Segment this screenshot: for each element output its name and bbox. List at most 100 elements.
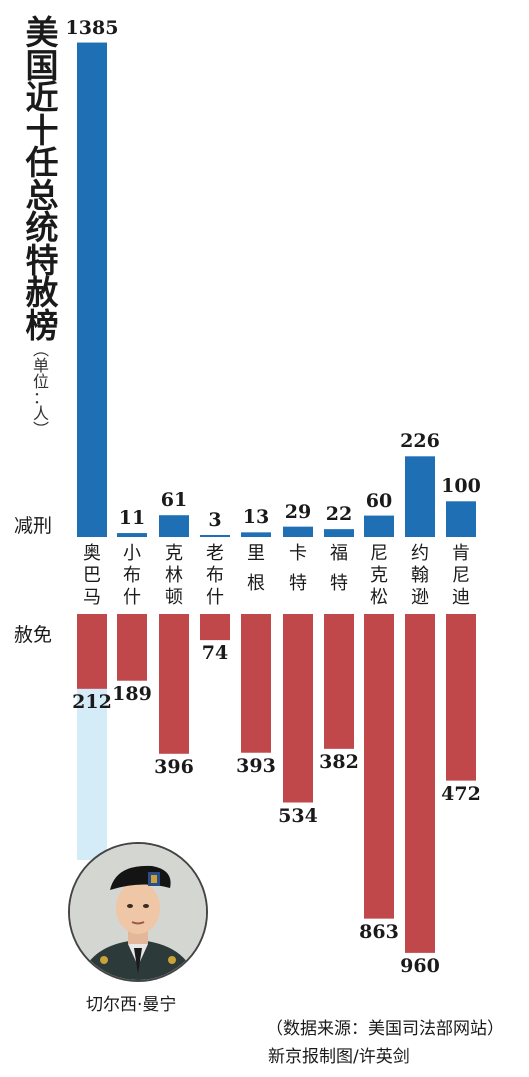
category-label: 约翰逊 <box>400 543 440 609</box>
bar-commutation <box>200 535 230 537</box>
bar-pardon <box>324 614 354 749</box>
title-char: 总 <box>25 175 59 215</box>
category-label-char: 逊 <box>411 587 429 608</box>
category-label-char: 什 <box>123 587 141 608</box>
category-label-char: 卡 <box>289 543 307 564</box>
category-label-char: 顿 <box>165 587 183 608</box>
category-label-char: 翰 <box>411 565 429 586</box>
bar-pardon <box>117 614 147 681</box>
bar-pardon <box>405 614 435 953</box>
category-label-char: 马 <box>83 587 101 608</box>
category-label-char: 迪 <box>452 587 470 608</box>
commutation-row-label: 减刑 <box>14 515 53 537</box>
value-label-pardon: 74 <box>201 642 229 665</box>
category-label: 老布什 <box>195 543 235 609</box>
category-label: 小布什 <box>112 543 152 609</box>
category-label-char: 克 <box>165 543 183 564</box>
value-label-commutation: 100 <box>441 475 481 498</box>
category-label: 卡特 <box>278 543 318 603</box>
unit-char: ： <box>32 388 49 407</box>
portrait-photo <box>68 842 208 982</box>
category-label-char: 布 <box>123 565 141 586</box>
bar-commutation <box>117 533 147 537</box>
bar-pardon <box>77 614 107 689</box>
category-label-char: 约 <box>411 543 429 564</box>
pardon-row-label: 赦免 <box>14 624 53 646</box>
category-label-char: 松 <box>370 587 388 608</box>
bar-pardon <box>364 614 394 919</box>
value-label-commutation: 22 <box>325 503 353 526</box>
bar-commutation <box>77 42 107 538</box>
value-label-pardon: 534 <box>278 804 318 827</box>
value-label-commutation: 60 <box>365 489 393 512</box>
graphic-credit: 新京报制图/许英剑 <box>268 1047 410 1067</box>
photo-caption: 切尔西·曼宁 <box>86 995 177 1015</box>
title-char: 统 <box>25 208 59 247</box>
value-label-commutation: 226 <box>400 430 440 453</box>
title-char: 国 <box>25 45 59 85</box>
title-char: 特 <box>25 240 59 280</box>
category-label-char: 特 <box>289 573 307 594</box>
category-label-char: 克 <box>370 565 388 586</box>
category-label-char: 什 <box>206 587 224 608</box>
value-label-commutation: 3 <box>208 509 222 531</box>
category-label-char: 特 <box>330 573 348 594</box>
value-label-pardon: 212 <box>72 690 112 713</box>
category-label-char: 根 <box>247 573 265 594</box>
bar-pardon <box>283 614 313 803</box>
bar-pardon <box>159 614 189 754</box>
title-char: 赦 <box>25 273 59 312</box>
value-label-commutation: 61 <box>160 489 188 512</box>
title-char: 美 <box>25 13 59 52</box>
value-label-pardon: 189 <box>112 682 152 705</box>
category-label-char: 布 <box>206 565 224 586</box>
unit-char: ︵ <box>32 340 49 359</box>
category-label: 肯尼迪 <box>441 543 481 609</box>
category-label-char: 林 <box>165 565 183 586</box>
value-label-commutation: 13 <box>242 506 270 529</box>
bar-pardon <box>200 614 230 641</box>
title-char: 近 <box>25 78 59 117</box>
highlight-strip <box>77 688 107 860</box>
category-label-char: 尼 <box>452 565 470 586</box>
category-label-char: 奥 <box>83 543 101 564</box>
value-label-commutation: 11 <box>118 507 146 530</box>
value-label-pardon: 393 <box>236 754 276 777</box>
unit-char: ︶ <box>32 420 49 439</box>
category-label: 奥巴马 <box>72 543 112 609</box>
bar-commutation <box>364 515 394 537</box>
category-label: 里根 <box>236 543 276 603</box>
value-label-pardon: 396 <box>154 755 194 778</box>
category-label: 福特 <box>319 543 359 603</box>
value-label-commutation: 29 <box>284 500 312 523</box>
value-label-pardon: 863 <box>359 920 399 943</box>
bar-commutation <box>159 515 189 537</box>
value-label-commutation: 1385 <box>65 16 119 39</box>
bar-pardon <box>446 614 476 781</box>
category-label-char: 小 <box>123 543 141 564</box>
unit-char: 单 <box>32 356 49 375</box>
category-label: 尼克松 <box>359 543 399 609</box>
value-label-pardon: 960 <box>400 954 440 977</box>
bar-commutation <box>405 456 435 537</box>
unit-char: 人 <box>32 404 49 423</box>
title-char: 榜 <box>25 305 59 345</box>
bar-commutation <box>241 532 271 537</box>
category-label-char: 老 <box>206 543 224 564</box>
title-char: 十 <box>25 110 59 150</box>
bar-commutation <box>446 501 476 537</box>
value-label-pardon: 382 <box>319 750 359 773</box>
category-label: 克林顿 <box>154 543 194 609</box>
category-label-char: 里 <box>247 543 265 564</box>
unit-char: 位 <box>32 372 49 391</box>
value-label-pardon: 472 <box>441 782 481 805</box>
category-label-char: 巴 <box>83 565 101 586</box>
bar-commutation <box>324 529 354 537</box>
title-char: 任 <box>25 143 59 182</box>
category-label-char: 尼 <box>370 543 388 564</box>
data-source: （数据来源：美国司法部网站） <box>266 1019 504 1039</box>
bar-pardon <box>241 614 271 753</box>
category-label-char: 福 <box>330 543 348 564</box>
bar-commutation <box>283 526 313 537</box>
